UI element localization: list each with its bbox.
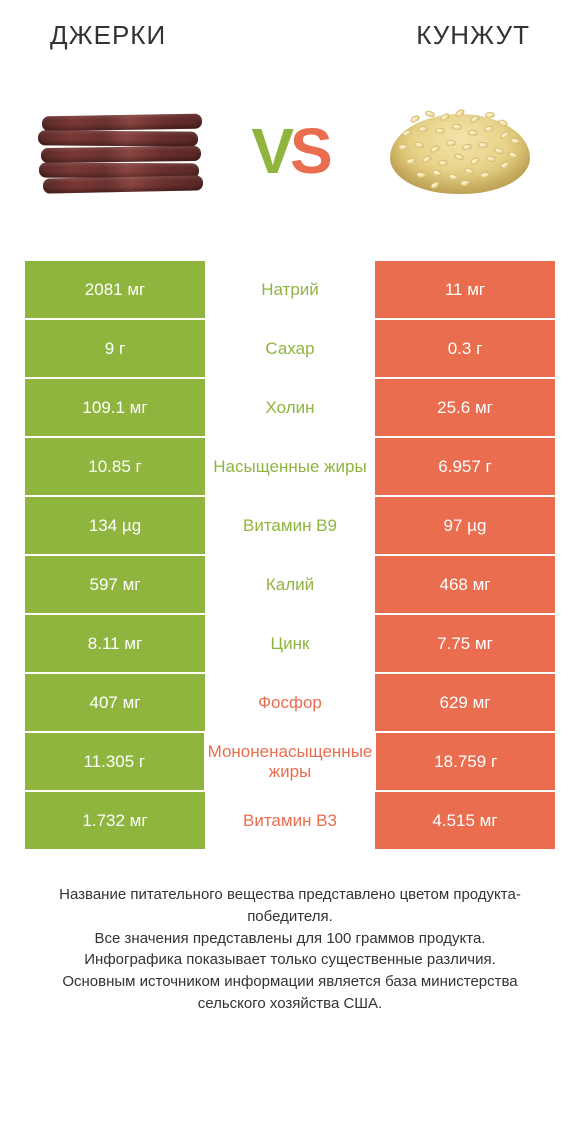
jerky-icon <box>38 111 203 191</box>
sesame-icon <box>380 86 540 216</box>
cell-right-value: 7.75 мг <box>375 615 555 672</box>
product-headers: ДЖЕРКИ КУНЖУТ <box>25 20 555 51</box>
table-row: 11.305 гМононенасыщенные жиры18.759 г <box>25 733 555 790</box>
table-row: 8.11 мгЦинк7.75 мг <box>25 615 555 672</box>
hero-row: VS <box>25 81 555 221</box>
product-image-right <box>375 81 545 221</box>
vs-s: S <box>290 115 329 187</box>
cell-right-value: 468 мг <box>375 556 555 613</box>
cell-nutrient-label: Сахар <box>205 320 375 377</box>
table-row: 597 мгКалий468 мг <box>25 556 555 613</box>
header-left: ДЖЕРКИ <box>50 20 166 51</box>
header-right: КУНЖУТ <box>416 20 530 51</box>
infographic-root: ДЖЕРКИ КУНЖУТ VS 2081 мгНатрий11 мг9 гСа… <box>0 0 580 1040</box>
cell-left-value: 109.1 мг <box>25 379 205 436</box>
comparison-table: 2081 мгНатрий11 мг9 гСахар0.3 г109.1 мгХ… <box>25 261 555 849</box>
cell-left-value: 11.305 г <box>25 733 204 790</box>
table-row: 1.732 мгВитамин B34.515 мг <box>25 792 555 849</box>
cell-right-value: 11 мг <box>375 261 555 318</box>
product-image-left <box>35 81 205 221</box>
cell-left-value: 597 мг <box>25 556 205 613</box>
table-row: 10.85 гНасыщенные жиры6.957 г <box>25 438 555 495</box>
cell-right-value: 18.759 г <box>376 733 555 790</box>
vs-v: V <box>251 115 290 187</box>
table-row: 109.1 мгХолин25.6 мг <box>25 379 555 436</box>
cell-nutrient-label: Фосфор <box>205 674 375 731</box>
footnote-text: Название питательного вещества представл… <box>25 884 555 1015</box>
cell-right-value: 97 µg <box>375 497 555 554</box>
cell-nutrient-label: Мононенасыщенные жиры <box>204 733 377 790</box>
table-row: 2081 мгНатрий11 мг <box>25 261 555 318</box>
cell-right-value: 25.6 мг <box>375 379 555 436</box>
cell-left-value: 2081 мг <box>25 261 205 318</box>
cell-left-value: 1.732 мг <box>25 792 205 849</box>
cell-right-value: 629 мг <box>375 674 555 731</box>
cell-nutrient-label: Витамин B9 <box>205 497 375 554</box>
cell-left-value: 9 г <box>25 320 205 377</box>
cell-right-value: 6.957 г <box>375 438 555 495</box>
cell-nutrient-label: Витамин B3 <box>205 792 375 849</box>
cell-left-value: 10.85 г <box>25 438 205 495</box>
vs-label: VS <box>251 119 328 183</box>
table-row: 9 гСахар0.3 г <box>25 320 555 377</box>
cell-right-value: 4.515 мг <box>375 792 555 849</box>
cell-nutrient-label: Натрий <box>205 261 375 318</box>
cell-nutrient-label: Холин <box>205 379 375 436</box>
table-row: 134 µgВитамин B997 µg <box>25 497 555 554</box>
cell-right-value: 0.3 г <box>375 320 555 377</box>
cell-nutrient-label: Насыщенные жиры <box>205 438 375 495</box>
cell-nutrient-label: Цинк <box>205 615 375 672</box>
cell-left-value: 134 µg <box>25 497 205 554</box>
cell-left-value: 8.11 мг <box>25 615 205 672</box>
cell-left-value: 407 мг <box>25 674 205 731</box>
cell-nutrient-label: Калий <box>205 556 375 613</box>
table-row: 407 мгФосфор629 мг <box>25 674 555 731</box>
